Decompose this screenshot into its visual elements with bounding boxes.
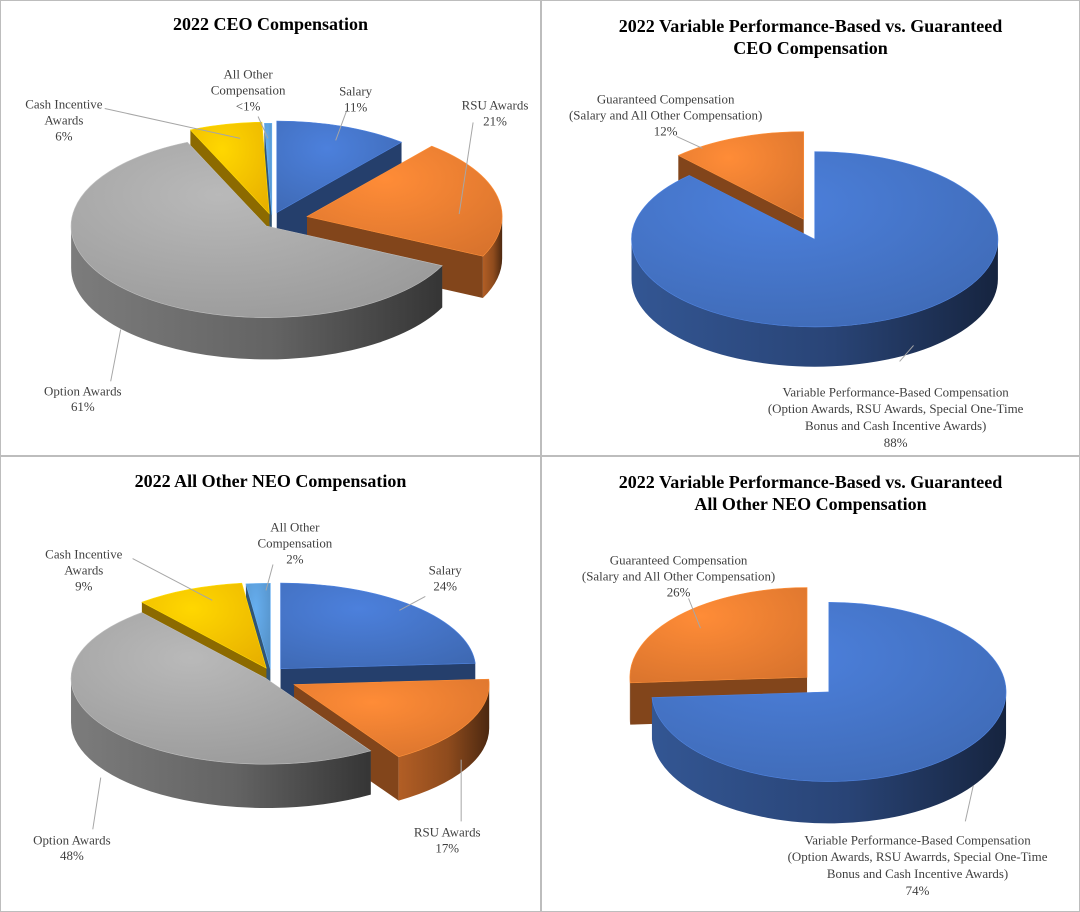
leader-line-option-awards bbox=[92, 777, 102, 830]
chart-panel-ceo-compensation: 2022 CEO Compensation Salary 11% RSU Award… bbox=[0, 0, 541, 456]
data-label-cash-incentive-awards: Cash Incentive bbox=[25, 97, 102, 112]
data-label-guaranteed-compensation: Guaranteed Compensation bbox=[597, 92, 735, 107]
pie-slice-guaranteed-compensation bbox=[677, 131, 805, 220]
leader-line-variable-performance-based-compensation bbox=[964, 785, 974, 822]
data-label-all-other-compensation: All Other bbox=[270, 520, 320, 535]
data-label-option-awards-value: 61% bbox=[71, 399, 95, 414]
data-label-variable-performance-based-compensation: Bonus and Cash Incentive Awards) bbox=[827, 866, 1008, 881]
chart-panel-ceo-variable-vs-guaranteed: 2022 Variable Performance-Based vs. Guar… bbox=[541, 0, 1080, 456]
data-label-option-awards: Option Awards bbox=[33, 832, 111, 847]
data-label-all-other-compensation-value: 2% bbox=[286, 552, 303, 567]
chart-title: 2022 All Other NEO Compensation bbox=[134, 471, 407, 491]
leader-line-salary bbox=[399, 595, 426, 611]
chart-title-line: 2022 Variable Performance-Based vs. Guar… bbox=[618, 472, 1003, 492]
data-label-variable-performance-based-compensation: Bonus and Cash Incentive Awards) bbox=[805, 418, 986, 433]
leader-line-cash-incentive-awards bbox=[104, 108, 241, 139]
data-label-cash-incentive-awards-value: 6% bbox=[55, 128, 72, 143]
data-label-variable-performance-based-compensation: Variable Performance-Based Compensation bbox=[782, 384, 1009, 399]
chart-panel-neo-compensation: 2022 All Other NEO Compensation Salary 24… bbox=[0, 456, 541, 912]
data-label-guaranteed-compensation: Guaranteed Compensation bbox=[610, 553, 748, 568]
chart-title-line: CEO Compensation bbox=[733, 38, 888, 58]
data-label-cash-incentive-awards: Cash Incentive bbox=[45, 547, 122, 562]
leader-line-cash-incentive-awards bbox=[132, 558, 213, 601]
data-label-option-awards: Option Awards bbox=[44, 383, 122, 398]
pie-slice-rsu-awards bbox=[293, 678, 490, 758]
pie-slice-rim-variable-performance-based-compensation bbox=[631, 239, 998, 367]
pie-slice-all-other-compensation bbox=[245, 582, 271, 669]
data-label-variable-performance-based-compensation-value: 88% bbox=[884, 435, 908, 450]
pie-slice-cash-incentive-awards bbox=[189, 121, 270, 215]
data-label-salary-value: 11% bbox=[344, 100, 367, 115]
leader-line-variable-performance-based-compensation bbox=[899, 345, 914, 362]
data-label-rsu-awards-value: 21% bbox=[483, 113, 507, 128]
data-label-guaranteed-compensation: (Salary and All Other Compensation) bbox=[569, 107, 762, 122]
leader-line-rsu-awards bbox=[458, 122, 474, 215]
leader-line-all-other-compensation bbox=[257, 116, 269, 139]
pie-slice-option-awards bbox=[70, 612, 372, 765]
data-label-rsu-awards-value: 17% bbox=[435, 840, 459, 855]
pie-slice-salary bbox=[276, 120, 403, 214]
chart-title-line: 2022 Variable Performance-Based vs. Guar… bbox=[618, 16, 1003, 36]
data-label-all-other-compensation: Compensation bbox=[211, 83, 286, 98]
data-label-all-other-compensation: All Other bbox=[223, 67, 273, 82]
pie-slice-cut-face-all-other-compensation bbox=[264, 123, 272, 257]
pie-slice-cash-incentive-awards bbox=[141, 582, 267, 669]
pie-slice-rim-option-awards bbox=[71, 678, 371, 808]
pie-slice-guaranteed-compensation bbox=[629, 587, 808, 684]
pie-slice-rim-rsu-awards bbox=[398, 684, 490, 801]
pie-slice-variable-performance-based-compensation bbox=[651, 602, 1007, 782]
leader-line-salary bbox=[335, 110, 348, 141]
leader-line-option-awards bbox=[110, 329, 122, 382]
chart-title: 2022 Variable Performance-Based vs. Guar… bbox=[542, 471, 1079, 515]
data-label-rsu-awards: RSU Awards bbox=[414, 824, 481, 839]
pie-slice-option-awards bbox=[70, 141, 443, 318]
data-label-salary: Salary bbox=[429, 562, 463, 577]
chart-panel-neo-variable-vs-guaranteed: 2022 Variable Performance-Based vs. Guar… bbox=[541, 456, 1080, 912]
data-label-all-other-compensation: Compensation bbox=[258, 536, 333, 551]
data-label-option-awards-value: 48% bbox=[60, 848, 84, 863]
data-label-variable-performance-based-compensation-value: 74% bbox=[906, 883, 930, 898]
data-label-salary-value: 24% bbox=[433, 578, 457, 593]
pie-slice-all-other-compensation bbox=[264, 122, 273, 215]
chart-title: 2022 Variable Performance-Based vs. Guar… bbox=[542, 15, 1079, 59]
pie-slice-variable-performance-based-compensation bbox=[631, 151, 999, 328]
pie-slice-rim-option-awards bbox=[71, 226, 443, 360]
leader-line-guaranteed-compensation bbox=[676, 135, 703, 149]
data-label-guaranteed-compensation-value: 12% bbox=[654, 123, 678, 138]
data-label-rsu-awards: RSU Awards bbox=[462, 98, 529, 113]
leader-line-all-other-compensation bbox=[265, 564, 274, 591]
pie-slice-rsu-awards bbox=[306, 145, 503, 257]
leader-line-guaranteed-compensation bbox=[688, 598, 701, 629]
pie-slice-salary bbox=[280, 582, 476, 670]
data-label-variable-performance-based-compensation: Variable Performance-Based Compensation bbox=[804, 832, 1031, 847]
data-label-salary: Salary bbox=[339, 84, 373, 99]
data-label-guaranteed-compensation-value: 26% bbox=[667, 584, 691, 599]
chart-title: 2022 CEO Compensation bbox=[172, 14, 369, 34]
pie-chart-neo-variable-vs-guaranteed: Variable Performance-Based Compensation (… bbox=[582, 553, 1048, 899]
data-label-variable-performance-based-compensation: (Option Awards, RSU Awards, Special One-… bbox=[768, 401, 1024, 416]
data-label-guaranteed-compensation: (Salary and All Other Compensation) bbox=[582, 568, 775, 583]
data-label-cash-incentive-awards: Awards bbox=[64, 562, 103, 577]
data-label-cash-incentive-awards-value: 9% bbox=[75, 578, 92, 593]
pie-slice-rim-variable-performance-based-compensation bbox=[651, 691, 1007, 824]
pie-chart-ceo-variable-vs-guaranteed: Variable Performance-Based Compensation (… bbox=[569, 92, 1024, 450]
data-label-all-other-compensation-value: <1% bbox=[236, 99, 261, 114]
data-label-variable-performance-based-compensation: (Option Awards, RSU Awarrds, Special One… bbox=[788, 849, 1048, 864]
chart-title-line: All Other NEO Compensation bbox=[694, 494, 927, 514]
data-label-cash-incentive-awards: Awards bbox=[44, 112, 83, 127]
